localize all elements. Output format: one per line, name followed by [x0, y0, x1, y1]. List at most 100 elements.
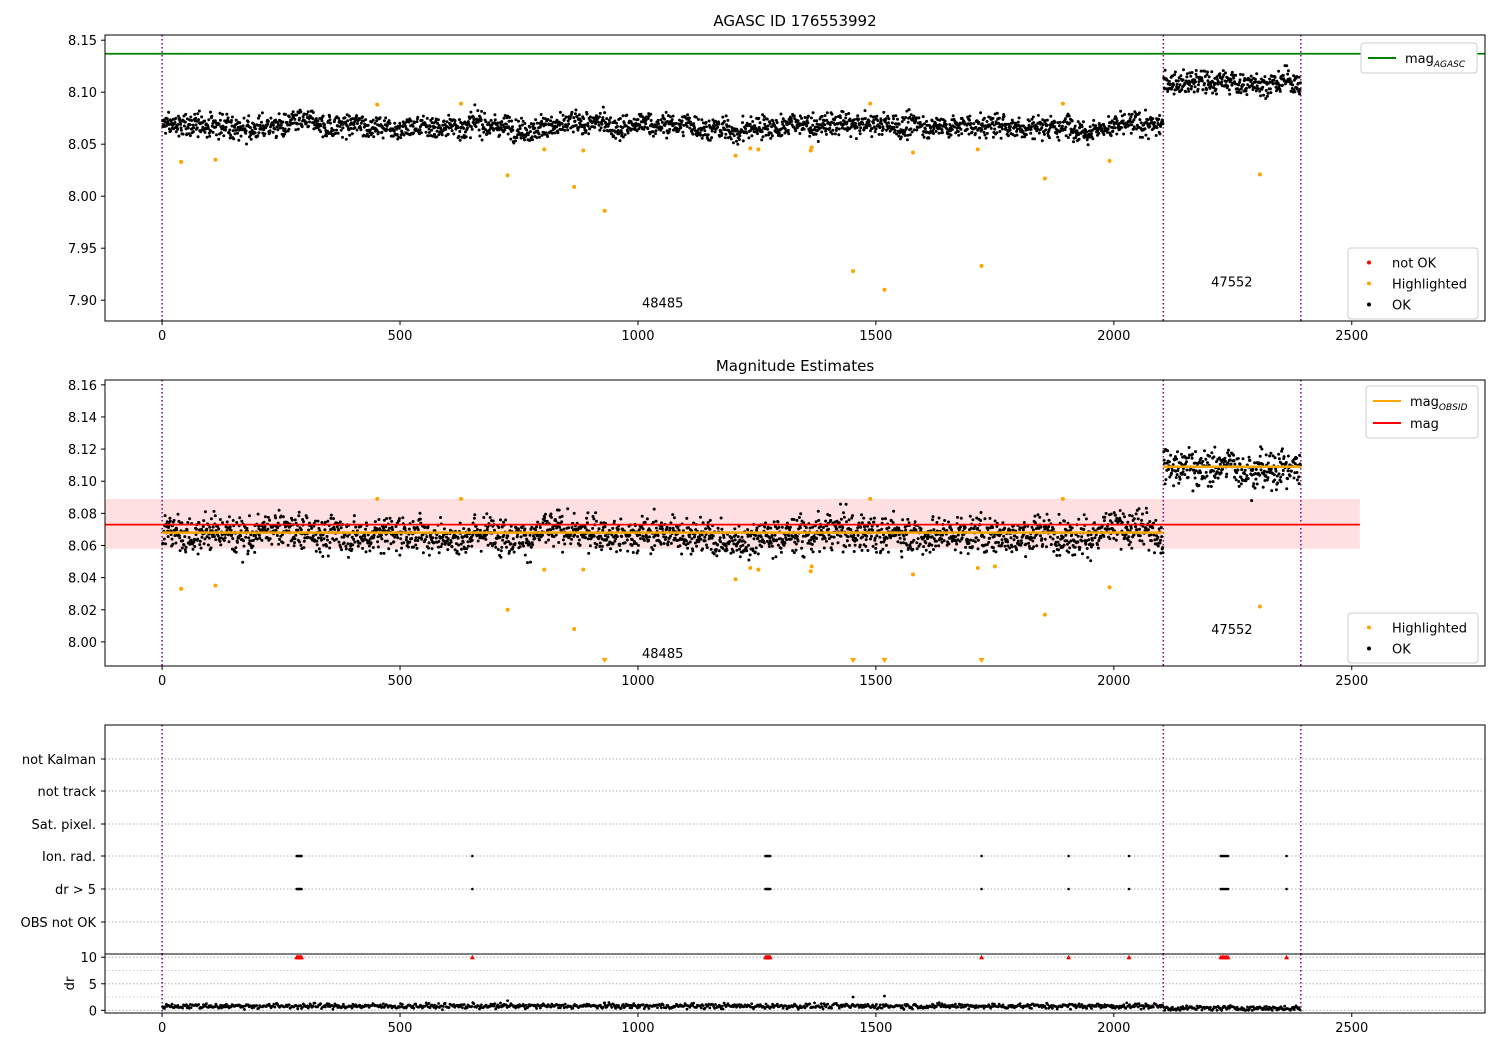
ok-point — [356, 122, 359, 125]
ok-point — [204, 510, 207, 513]
ok-point — [389, 517, 392, 520]
ok-point — [222, 126, 225, 129]
ok-point — [831, 132, 834, 135]
y-tick-label: 7.95 — [68, 242, 97, 257]
ok-point — [347, 556, 350, 559]
ok-point — [959, 128, 962, 131]
ok-point — [1004, 126, 1007, 129]
ok-point — [1203, 70, 1206, 73]
highlighted-point — [748, 146, 752, 150]
ok-point — [559, 111, 562, 114]
ok-point — [387, 547, 390, 550]
ok-point — [931, 518, 934, 521]
ok-point — [863, 525, 866, 528]
ok-point — [439, 516, 442, 519]
ok-point — [550, 516, 553, 519]
ok-point — [1107, 128, 1110, 131]
ok-point — [639, 537, 642, 540]
ok-point — [489, 516, 492, 519]
ok-point — [938, 132, 941, 135]
highlighted-point — [976, 147, 980, 151]
ok-point — [957, 534, 960, 537]
ok-point — [1054, 121, 1057, 124]
ok-point — [1126, 521, 1129, 524]
ok-point — [1069, 133, 1072, 136]
ok-point — [1204, 92, 1207, 95]
ok-point — [1040, 526, 1043, 529]
ok-point — [241, 561, 244, 564]
ok-point — [214, 514, 217, 517]
ok-point — [357, 545, 360, 548]
ok-point — [315, 550, 318, 553]
ok-point — [328, 115, 331, 118]
ok-point — [756, 527, 759, 530]
ok-point — [1001, 123, 1004, 126]
ok-point — [270, 543, 273, 546]
ok-point — [811, 543, 814, 546]
ok-point — [533, 127, 536, 130]
ok-point — [291, 519, 294, 522]
ok-point — [1097, 132, 1100, 135]
ok-point — [1195, 69, 1198, 72]
ok-point — [646, 517, 649, 520]
ok-point — [664, 536, 667, 539]
ok-point — [858, 129, 861, 132]
ok-point — [1041, 118, 1044, 121]
ok-point — [1058, 124, 1061, 127]
ok-point — [593, 535, 596, 538]
ok-point — [1272, 82, 1275, 85]
ok-point — [557, 541, 560, 544]
ok-point — [626, 550, 629, 553]
ok-point — [626, 539, 629, 542]
ok-point — [242, 124, 245, 127]
ok-point — [1131, 113, 1134, 116]
ok-point — [408, 541, 411, 544]
ok-point — [489, 542, 492, 545]
ok-point — [1090, 132, 1093, 135]
ok-point — [725, 544, 728, 547]
ok-point — [447, 537, 450, 540]
ok-point — [770, 132, 773, 135]
ok-point — [620, 535, 623, 538]
ok-point — [957, 130, 960, 133]
ok-point — [996, 112, 999, 115]
ok-point — [1084, 543, 1087, 546]
ok-point — [670, 542, 673, 545]
ok-point — [680, 553, 683, 556]
ok-point — [988, 537, 991, 540]
ok-point — [1128, 514, 1131, 517]
ok-point — [1203, 82, 1206, 85]
ok-point — [897, 527, 900, 530]
ok-point — [757, 552, 760, 555]
ok-point — [510, 120, 513, 123]
ok-point — [446, 548, 449, 551]
ok-point — [293, 544, 296, 547]
ok-point — [1071, 120, 1074, 123]
ok-point — [168, 517, 171, 520]
ok-point — [887, 117, 890, 120]
ok-point — [746, 528, 749, 531]
ok-point — [257, 131, 260, 134]
ok-point — [669, 535, 672, 538]
ok-point — [520, 137, 523, 140]
ok-point — [1028, 547, 1031, 550]
ok-point — [295, 114, 298, 117]
ok-point — [1049, 115, 1052, 118]
ok-point — [875, 543, 878, 546]
ok-point — [208, 526, 211, 529]
ok-point — [927, 137, 930, 140]
ok-point — [916, 547, 919, 550]
ok-point — [886, 537, 889, 540]
ok-point — [573, 512, 576, 515]
ok-point — [167, 535, 170, 538]
ok-point — [657, 534, 660, 537]
ok-point — [561, 122, 564, 125]
ok-point — [310, 527, 313, 530]
ok-point — [875, 551, 878, 554]
ok-point — [238, 516, 241, 519]
ok-point — [195, 528, 198, 531]
ok-point — [992, 546, 995, 549]
ok-point — [693, 536, 696, 539]
ok-point — [319, 130, 322, 133]
ok-point — [447, 133, 450, 136]
